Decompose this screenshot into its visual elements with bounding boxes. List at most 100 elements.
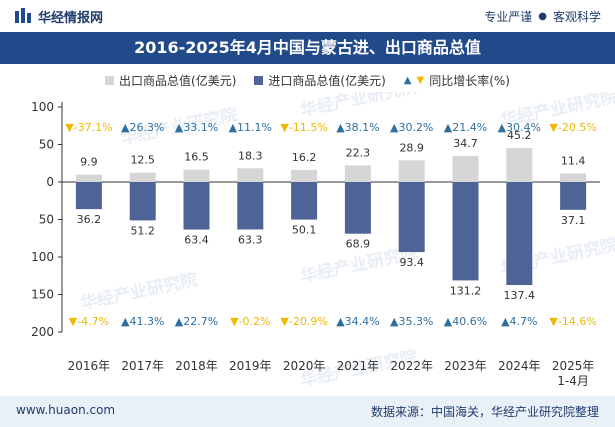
export-value-label: 22.3 <box>346 146 371 159</box>
export-growth-label: ▼-37.1% <box>65 121 112 134</box>
export-bar <box>183 169 210 182</box>
y-tick-label: 100 <box>31 100 54 114</box>
export-value-label: 16.2 <box>292 151 317 164</box>
export-growth-label: ▼-11.5% <box>280 121 327 134</box>
export-value-label: 34.7 <box>453 137 478 150</box>
import-growth-label: ▲35.3% <box>390 315 433 328</box>
import-value-label: 37.1 <box>561 214 586 227</box>
watermark-text: 华经产业研究院 <box>298 92 419 121</box>
y-tick-label: 50 <box>39 213 54 227</box>
import-bar <box>452 182 479 281</box>
import-growth-label: ▲4.7% <box>501 315 537 328</box>
legend-export: 出口商品总值(亿美元) <box>105 72 236 89</box>
legend-export-label: 出口商品总值(亿美元) <box>119 73 237 88</box>
export-growth-label: ▲33.1% <box>175 121 218 134</box>
import-value-label: 63.4 <box>184 234 209 247</box>
import-bar <box>75 182 102 210</box>
brand: 华经情报网 <box>14 7 104 26</box>
import-value-label: 131.2 <box>450 284 482 297</box>
import-bar <box>506 182 533 286</box>
x-tick-label: 2019年 <box>229 359 272 373</box>
y-tick-label: 100 <box>31 250 54 264</box>
triangle-down-icon: ▼ <box>416 74 425 86</box>
x-tick-label: 2021年 <box>337 359 380 373</box>
footer: www.huaon.com 数据来源：中国海关，华经产业研究院整理 <box>0 396 615 427</box>
import-bar <box>344 182 371 234</box>
export-value-label: 18.3 <box>238 149 263 162</box>
import-growth-label: ▼-14.6% <box>549 315 596 328</box>
import-bar <box>183 182 210 230</box>
export-value-label: 28.9 <box>399 141 424 154</box>
import-value-label: 93.4 <box>399 256 424 269</box>
x-tick-label: 2018年 <box>175 359 218 373</box>
export-growth-label: ▲26.3% <box>121 121 164 134</box>
import-growth-label: ▲22.7% <box>175 315 218 328</box>
chart-title: 2016-2025年4月中国与蒙古进、出口商品总值 <box>0 32 615 64</box>
import-value-label: 36.2 <box>77 213 102 226</box>
export-bar <box>129 172 156 182</box>
footer-website: www.huaon.com <box>16 403 116 417</box>
export-value-label: 45.2 <box>507 129 532 142</box>
export-bar <box>237 168 264 182</box>
watermark-text: 华经产业研究院 <box>78 269 199 314</box>
export-value-label: 12.5 <box>130 154 155 167</box>
footer-source: 数据来源：中国海关，华经产业研究院整理 <box>370 405 599 419</box>
import-value-label: 68.9 <box>346 238 371 251</box>
export-value-label: 11.4 <box>561 154 586 167</box>
x-tick-label: 2016年 <box>68 359 111 373</box>
import-growth-label: ▲41.3% <box>121 315 164 328</box>
import-bar <box>560 182 587 210</box>
x-tick-label: 2025年 <box>552 359 595 373</box>
export-bar <box>560 173 587 182</box>
tagline: 专业严谨 ● 客观科学 <box>484 8 601 25</box>
brand-logo-icon <box>15 8 31 23</box>
chart-legend: 出口商品总值(亿美元) 进口商品总值(亿美元) ▲ ▼ 同比增长率(%) <box>0 70 615 90</box>
brand-name: 华经情报网 <box>38 10 104 26</box>
export-value-label: 9.9 <box>80 156 98 169</box>
x-tick-label: 2020年 <box>283 359 326 373</box>
export-bar <box>506 148 533 182</box>
export-growth-label: ▼-20.5% <box>549 121 596 134</box>
import-growth-label: ▼-0.2% <box>230 315 270 328</box>
import-growth-label: ▼-20.9% <box>280 315 327 328</box>
import-bar <box>398 182 425 253</box>
export-bar <box>75 174 102 182</box>
import-value-label: 63.3 <box>238 233 263 246</box>
export-bar <box>398 160 425 182</box>
x-tick-label: 2024年 <box>498 359 541 373</box>
export-growth-label: ▲30.4% <box>498 121 541 134</box>
export-bar <box>452 155 479 182</box>
triangle-up-icon: ▲ <box>403 74 412 86</box>
export-bar <box>291 169 318 182</box>
import-growth-label: ▼-4.7% <box>69 315 109 328</box>
export-bar <box>344 165 371 182</box>
import-value-label: 51.2 <box>130 224 155 237</box>
x-tick-label: 1-4月 <box>557 374 589 388</box>
legend-import: 进口商品总值(亿美元) <box>254 72 386 89</box>
legend-growth: ▲ ▼ 同比增长率(%) <box>404 72 510 89</box>
top-bar: 华经情报网 专业严谨 ● 客观科学 <box>0 0 615 32</box>
x-tick-label: 2023年 <box>444 359 487 373</box>
export-value-label: 16.5 <box>184 151 209 164</box>
export-growth-label: ▲11.1% <box>229 121 272 134</box>
import-bar <box>129 182 156 221</box>
x-tick-label: 2022年 <box>390 359 433 373</box>
y-tick-label: 150 <box>31 288 54 302</box>
tagline-left: 专业严谨 <box>484 10 533 24</box>
y-tick-label: 50 <box>39 138 54 152</box>
export-growth-label: ▲38.1% <box>336 121 379 134</box>
import-bar <box>237 182 264 230</box>
y-tick-label: 0 <box>46 175 54 189</box>
export-swatch-icon <box>105 75 115 85</box>
x-tick-label: 2017年 <box>121 359 164 373</box>
legend-growth-label: 同比增长率(%) <box>429 73 510 88</box>
separator-dot-icon: ● <box>538 11 547 22</box>
import-bar <box>291 182 318 220</box>
tagline-right: 客观科学 <box>552 10 601 24</box>
import-value-label: 137.4 <box>504 289 536 302</box>
legend-import-label: 进口商品总值(亿美元) <box>268 73 386 88</box>
import-growth-label: ▲34.4% <box>336 315 379 328</box>
import-growth-label: ▲40.6% <box>444 315 487 328</box>
export-growth-label: ▲21.4% <box>444 121 487 134</box>
